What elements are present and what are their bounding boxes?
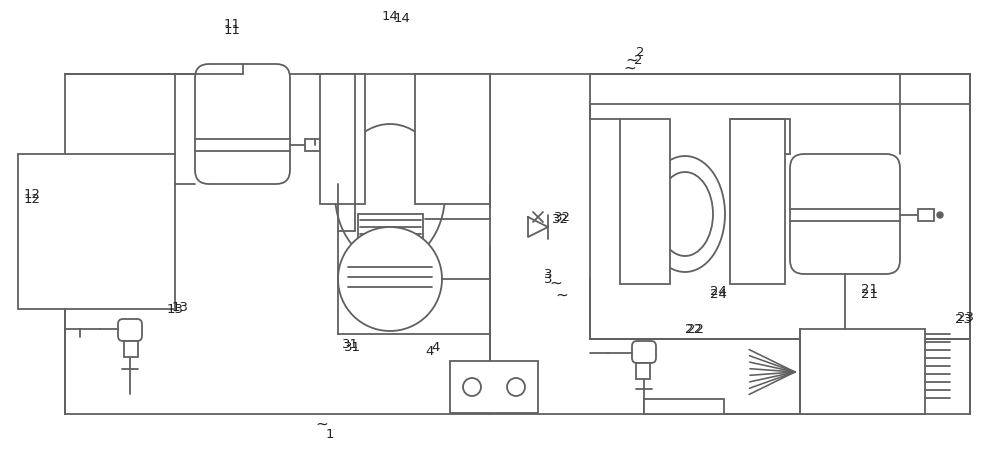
FancyBboxPatch shape (118, 319, 142, 341)
Text: 21: 21 (862, 283, 879, 296)
Text: ~: ~ (626, 52, 638, 67)
Bar (320, 75, 365, 205)
Text: 23: 23 (956, 311, 974, 324)
Ellipse shape (335, 125, 445, 264)
Text: 11: 11 (224, 18, 240, 32)
Bar (450, 361, 538, 413)
Ellipse shape (338, 227, 442, 331)
Text: 22: 22 (686, 323, 704, 336)
Text: 13: 13 (166, 303, 184, 316)
Bar (305, 140, 320, 152)
Text: ~: ~ (556, 287, 568, 302)
Text: 24: 24 (710, 285, 726, 298)
Bar (918, 210, 934, 221)
Text: ~: ~ (624, 60, 636, 75)
Text: 3: 3 (544, 273, 552, 286)
Ellipse shape (645, 156, 725, 272)
Text: 11: 11 (224, 23, 240, 37)
FancyBboxPatch shape (632, 341, 656, 363)
Bar (415, 75, 490, 205)
Text: 4: 4 (432, 341, 440, 354)
Bar (124, 341, 138, 357)
Bar (800, 329, 925, 414)
Text: 3: 3 (544, 268, 552, 281)
Text: 4: 4 (426, 345, 434, 358)
Text: 31: 31 (344, 341, 360, 354)
Circle shape (507, 378, 525, 396)
Bar (18, 155, 175, 309)
Text: 2: 2 (634, 53, 642, 66)
Text: 12: 12 (24, 193, 40, 206)
FancyBboxPatch shape (790, 155, 900, 274)
Text: ~: ~ (550, 275, 562, 290)
Bar (358, 215, 423, 239)
Bar (644, 399, 724, 414)
Text: 2: 2 (636, 46, 644, 58)
Text: 22: 22 (684, 323, 702, 336)
Text: 14: 14 (394, 11, 410, 24)
Circle shape (937, 212, 943, 219)
Text: 14: 14 (382, 10, 398, 23)
Ellipse shape (657, 173, 713, 257)
Text: 13: 13 (172, 301, 188, 314)
Bar (590, 105, 970, 339)
Text: 31: 31 (342, 338, 358, 351)
Text: 21: 21 (862, 288, 879, 301)
Text: ~: ~ (316, 415, 328, 431)
Text: 12: 12 (24, 188, 40, 201)
Text: 24: 24 (710, 288, 726, 301)
Circle shape (463, 378, 481, 396)
Text: 23: 23 (954, 313, 972, 326)
Bar (730, 120, 785, 285)
Text: 32: 32 (552, 213, 568, 226)
Text: 32: 32 (554, 211, 570, 224)
Bar (620, 120, 670, 285)
Text: 1: 1 (326, 428, 334, 441)
Bar (636, 363, 650, 379)
FancyBboxPatch shape (195, 65, 290, 184)
